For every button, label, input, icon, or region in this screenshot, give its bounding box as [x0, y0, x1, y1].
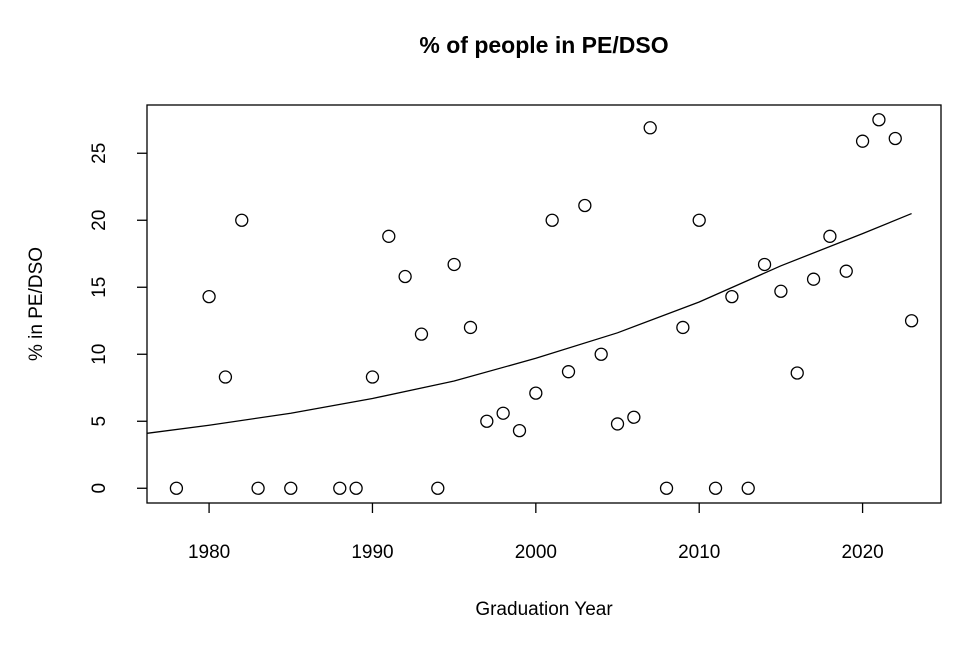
point — [333, 481, 347, 495]
y-tick-label: 20 — [89, 210, 110, 231]
point — [284, 481, 298, 495]
point — [643, 121, 657, 135]
point — [594, 347, 608, 361]
point — [741, 481, 755, 495]
y-tick-label: 25 — [89, 143, 110, 164]
point — [627, 410, 641, 424]
point — [365, 370, 380, 384]
point — [398, 269, 412, 284]
point — [774, 284, 788, 298]
point — [578, 198, 592, 213]
trend-line — [146, 212, 912, 434]
point — [382, 229, 396, 243]
point — [512, 423, 527, 438]
point — [480, 414, 494, 428]
x-tick-label: 2020 — [841, 542, 883, 563]
point — [676, 320, 690, 335]
y-tick-label: 5 — [89, 416, 110, 427]
y-tick-label: 0 — [89, 483, 110, 494]
point — [757, 257, 772, 272]
point — [251, 481, 265, 495]
x-axis-label: Graduation Year — [475, 599, 613, 620]
point — [463, 320, 478, 335]
point — [855, 134, 870, 148]
point — [218, 370, 233, 384]
point — [725, 289, 739, 304]
point — [659, 481, 674, 495]
point — [904, 314, 919, 328]
x-tick-label: 2010 — [678, 542, 720, 563]
point — [692, 213, 706, 227]
point — [872, 113, 886, 127]
y-axis-label: % in PE/DSO — [26, 247, 47, 361]
x-tick-label: 1990 — [351, 542, 393, 563]
y-tick-label: 15 — [89, 277, 110, 298]
point — [202, 289, 216, 304]
point — [610, 417, 625, 431]
point — [806, 272, 821, 286]
point — [708, 481, 723, 495]
point — [414, 327, 429, 341]
plot-box — [146, 104, 942, 504]
point — [839, 264, 853, 278]
point — [447, 257, 461, 272]
point — [790, 366, 804, 380]
point — [349, 481, 363, 495]
x-tick-label: 1980 — [188, 542, 230, 563]
point — [545, 213, 559, 227]
point — [496, 406, 510, 420]
point — [431, 481, 445, 495]
point — [529, 386, 543, 400]
point — [888, 131, 902, 146]
point — [823, 229, 837, 243]
chart-title: % of people in PE/DSO — [419, 32, 668, 58]
point — [169, 481, 184, 495]
point — [235, 213, 249, 227]
point — [561, 365, 576, 379]
x-tick-label: 2000 — [515, 542, 557, 563]
y-tick-label: 10 — [89, 344, 110, 365]
